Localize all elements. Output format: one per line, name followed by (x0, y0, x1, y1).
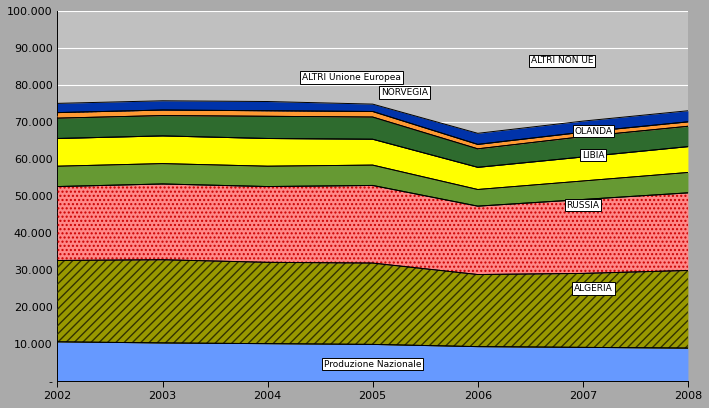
Text: ALTRI NON UE: ALTRI NON UE (530, 56, 593, 65)
Text: RUSSIA: RUSSIA (566, 201, 599, 210)
Text: ALTRI Unione Europea: ALTRI Unione Europea (302, 73, 401, 82)
Text: ALGERIA: ALGERIA (574, 284, 613, 293)
Text: OLANDA: OLANDA (574, 126, 613, 135)
Text: NORVEGIA: NORVEGIA (381, 88, 428, 97)
Text: Produzione Nazionale: Produzione Nazionale (324, 359, 421, 368)
Text: LIBIA: LIBIA (582, 151, 605, 160)
